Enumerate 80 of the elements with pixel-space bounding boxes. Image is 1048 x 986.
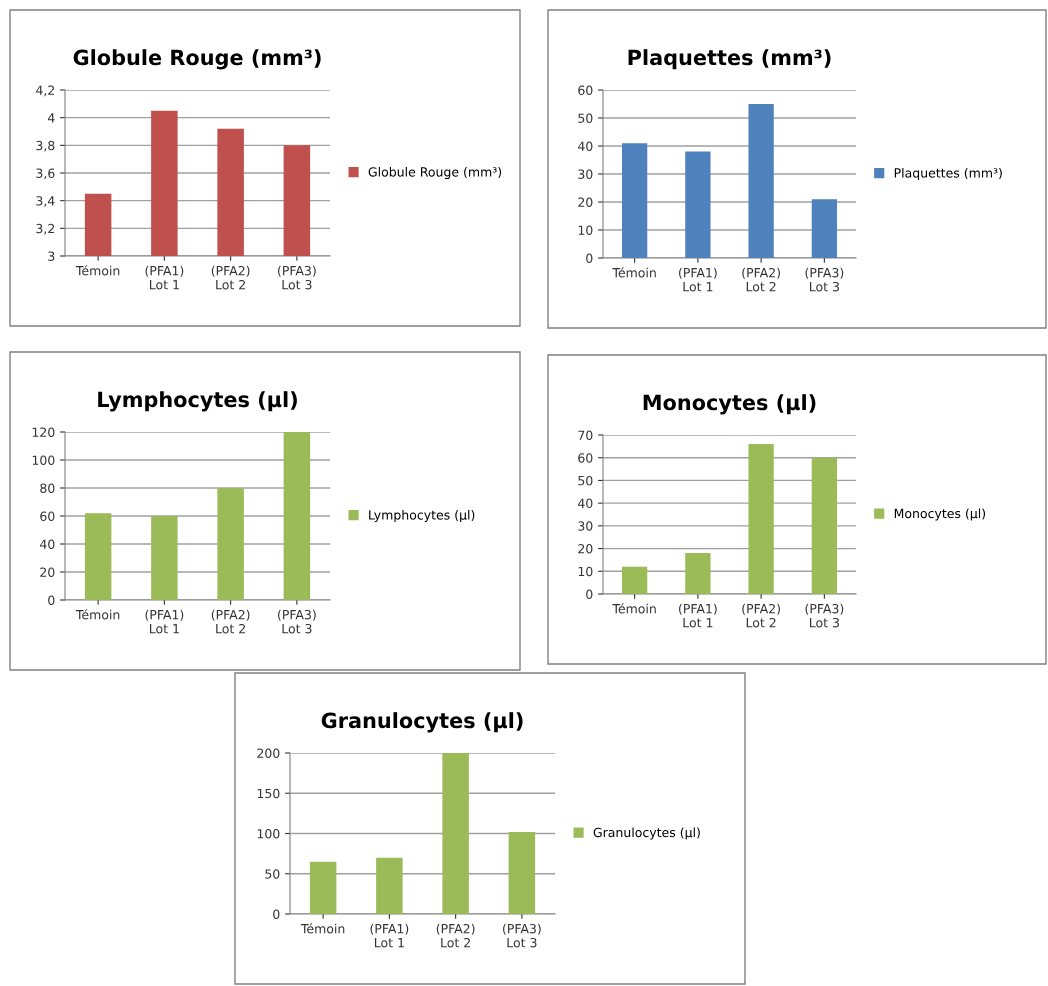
y-tick-label: 40 — [577, 141, 593, 151]
bar — [621, 143, 648, 258]
y-tick-label: 4,2 — [36, 85, 55, 97]
y-tick-label: 0 — [586, 253, 593, 263]
bar — [283, 432, 311, 600]
y-tick-label: 60 — [578, 453, 593, 463]
bar — [84, 513, 112, 600]
x-tick-label: (PFA1) Lot 1 — [370, 923, 409, 948]
y-tick-label: 20 — [578, 544, 593, 554]
y-tick-label: 50 — [578, 113, 593, 123]
y-tick-label: 20 — [40, 567, 55, 577]
bar — [748, 444, 774, 594]
y-tick-label: 80 — [40, 483, 55, 493]
bar — [748, 104, 774, 258]
y-tick-label: 30 — [578, 521, 593, 531]
x-tick-label: (PFA1) Lot 1 — [679, 267, 717, 292]
y-tick-label: 3,2 — [36, 223, 55, 235]
x-tick-label: (PFA3) Lot 3 — [503, 923, 541, 948]
y-tick-label: 70 — [578, 430, 593, 440]
bar — [811, 457, 838, 594]
chart-title: Globule Rouge (mm³) — [73, 49, 321, 70]
y-tick-label: 30 — [578, 169, 593, 179]
x-tick-label: (PFA3) Lot 3 — [805, 267, 844, 292]
bar — [685, 553, 711, 594]
y-tick-label: 3,8 — [36, 140, 55, 152]
x-tick-label: Témoin — [75, 265, 120, 276]
bar — [217, 488, 244, 600]
chart-title: Granulocytes (µl) — [321, 712, 523, 733]
bar — [151, 516, 178, 600]
x-tick-label: (PFA2) Lot 2 — [742, 267, 780, 292]
x-tick-label: (PFA2) Lot 2 — [436, 923, 475, 948]
x-tick-label: (PFA3) Lot 3 — [278, 265, 316, 290]
y-tick-label: 60 — [578, 85, 593, 95]
legend-label: Plaquettes (mm³) — [894, 167, 1002, 181]
y-tick-label: 100 — [257, 828, 280, 839]
x-tick-label: Témoin — [300, 923, 345, 934]
y-tick-label: 40 — [577, 498, 593, 509]
y-tick-label: 50 — [265, 869, 280, 879]
bar — [508, 831, 536, 914]
bar — [811, 199, 838, 258]
legend-label: Globule Rouge (mm³) — [368, 166, 502, 180]
x-tick-label: (PFA2) Lot 2 — [211, 609, 250, 634]
bar — [621, 566, 648, 594]
y-tick-label: 20 — [578, 197, 593, 207]
chart-title: Monocytes (µl) — [643, 394, 816, 415]
y-tick-label: 50 — [578, 475, 593, 486]
x-tick-label: (PFA3) Lot 3 — [805, 603, 844, 628]
x-tick-label: Témoin — [612, 267, 656, 278]
bar — [376, 857, 403, 914]
y-tick-label: 100 — [32, 455, 55, 465]
x-tick-label: (PFA2) Lot 2 — [742, 603, 780, 628]
y-tick-label: 4 — [47, 113, 55, 123]
x-tick-label: Témoin — [612, 603, 656, 614]
y-tick-label: 3,6 — [36, 168, 55, 180]
x-tick-label: (PFA2) Lot 2 — [211, 265, 250, 290]
y-tick-label: 60 — [40, 511, 55, 521]
x-tick-label: Témoin — [75, 609, 120, 620]
x-tick-label: (PFA1) Lot 1 — [145, 265, 184, 290]
y-tick-label: 120 — [32, 427, 55, 437]
legend-label: Granulocytes (µl) — [593, 827, 700, 840]
y-tick-label: 10 — [578, 225, 593, 235]
y-tick-label: 150 — [257, 788, 280, 799]
legend-label: Lymphocytes (µl) — [369, 509, 475, 523]
x-tick-label: (PFA1) Lot 1 — [145, 609, 184, 634]
y-tick-label: 200 — [257, 748, 280, 758]
y-tick-label: 0 — [586, 589, 593, 599]
x-tick-label: (PFA1) Lot 1 — [679, 603, 717, 628]
bar — [685, 151, 711, 258]
legend-label: Monocytes (µl) — [894, 508, 986, 521]
y-tick-label: 3 — [48, 251, 55, 261]
chart-title: Lymphocytes (µl) — [98, 391, 297, 412]
chart-title: Plaquettes (mm³) — [628, 49, 831, 70]
y-tick-label: 3,4 — [36, 196, 55, 207]
y-tick-label: 40 — [39, 539, 55, 549]
y-tick-label: 10 — [578, 566, 593, 577]
y-tick-label: 0 — [48, 595, 55, 605]
x-tick-label: (PFA3) Lot 3 — [278, 609, 316, 634]
bar — [309, 861, 337, 914]
bar — [442, 753, 469, 914]
y-tick-label: 0 — [273, 909, 280, 919]
